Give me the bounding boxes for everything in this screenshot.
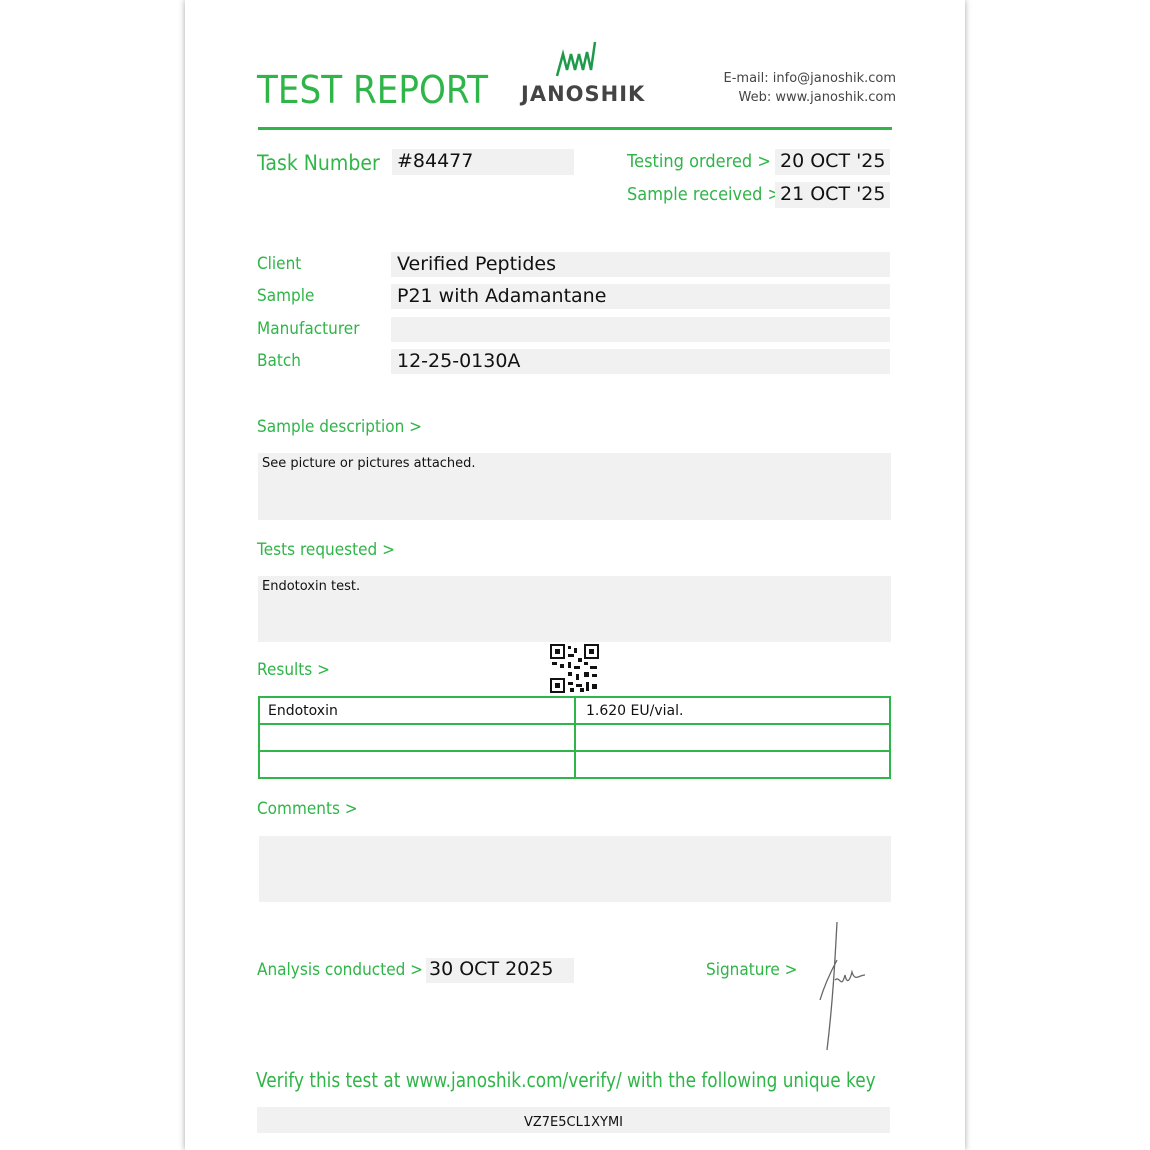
- manufacturer-field: [391, 317, 890, 342]
- result-value-cell: [574, 723, 891, 752]
- unique-key-field: VZ7E5CL1XYMI: [257, 1107, 890, 1133]
- sample-received-field: 21 OCT '25: [775, 182, 890, 208]
- comments-field: [259, 836, 891, 902]
- tests-requested-label: Tests requested >: [257, 540, 395, 560]
- sample-label: Sample: [257, 286, 315, 306]
- result-test-cell: [258, 750, 576, 779]
- result-test-cell: [258, 723, 576, 752]
- signature-image: [819, 921, 866, 1051]
- batch-label: Batch: [257, 351, 301, 371]
- sample-description-label: Sample description >: [257, 417, 422, 437]
- logo-text: JANOSHIK: [521, 82, 646, 106]
- table-row: [258, 750, 891, 779]
- manufacturer-label: Manufacturer: [257, 319, 360, 339]
- analysis-date-field: 30 OCT 2025: [426, 958, 574, 983]
- testing-ordered-label: Testing ordered >: [627, 151, 771, 172]
- result-test-cell: Endotoxin: [258, 696, 576, 725]
- analysis-conducted-label: Analysis conducted >: [257, 960, 424, 980]
- web: Web: www.janoshik.com: [738, 90, 896, 105]
- tests-requested-field: Endotoxin test.: [258, 576, 891, 642]
- client-label: Client: [257, 254, 302, 274]
- sample-description-field: See picture or pictures attached.: [258, 453, 891, 520]
- comments-label: Comments >: [257, 799, 358, 819]
- table-row: Endotoxin 1.620 EU/vial.: [258, 696, 891, 725]
- result-value-cell: [574, 750, 891, 779]
- task-number-label: Task Number: [257, 151, 380, 175]
- janoshik-logo-icon: [555, 41, 597, 77]
- sample-received-label: Sample received >: [627, 184, 782, 205]
- qr-code-icon[interactable]: [550, 644, 599, 693]
- testing-ordered-field: 20 OCT '25: [775, 149, 890, 175]
- result-value-cell: 1.620 EU/vial.: [574, 696, 891, 725]
- page-title: TEST REPORT: [257, 68, 489, 112]
- client-field: Verified Peptides: [391, 252, 890, 277]
- header-divider: [258, 127, 892, 130]
- results-label: Results >: [257, 660, 330, 680]
- sample-field: P21 with Adamantane: [391, 284, 890, 309]
- task-number-field: #84477: [392, 149, 574, 175]
- email: E-mail: info@janoshik.com: [723, 71, 896, 86]
- verify-text: Verify this test at www.janoshik.com/ver…: [256, 1068, 876, 1092]
- signature-label: Signature >: [706, 960, 798, 980]
- batch-field: 12-25-0130A: [391, 349, 890, 374]
- table-row: [258, 723, 891, 752]
- results-table: Endotoxin 1.620 EU/vial.: [258, 696, 891, 779]
